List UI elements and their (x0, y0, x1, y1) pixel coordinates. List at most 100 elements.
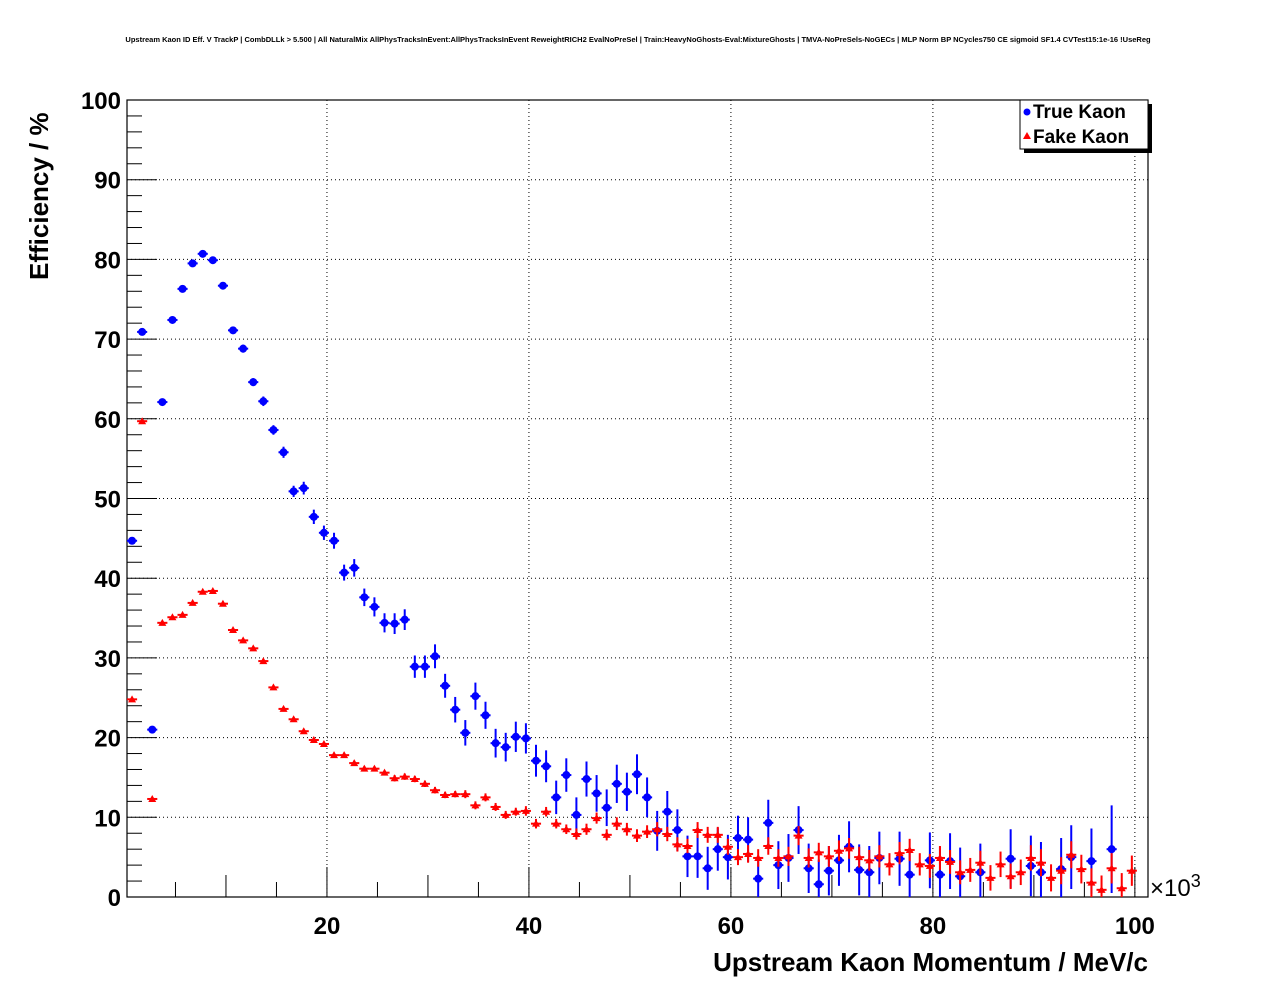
circle-marker (764, 818, 773, 827)
data-point (389, 613, 400, 634)
data-point (995, 851, 1006, 878)
data-point (510, 721, 521, 752)
triangle-marker (875, 852, 884, 860)
data-point (813, 859, 824, 897)
circle-marker (188, 259, 197, 268)
circle-marker (309, 512, 318, 521)
circle-marker (259, 397, 268, 406)
triangle-marker (966, 865, 975, 873)
data-point (864, 849, 875, 871)
x-tick-label: 60 (718, 913, 745, 940)
triangle-marker (249, 644, 258, 652)
triangle-marker (925, 861, 934, 869)
data-point (238, 636, 249, 644)
triangle-marker (693, 826, 702, 834)
triangle-marker (542, 807, 551, 815)
triangle-marker (592, 814, 601, 822)
triangle-marker (562, 825, 571, 833)
triangle-marker (1026, 853, 1035, 861)
data-point (409, 775, 420, 783)
triangle-marker (703, 830, 712, 838)
data-point (147, 794, 158, 802)
triangle-marker (400, 772, 409, 780)
data-point (369, 597, 380, 617)
triangle-marker (481, 793, 490, 801)
data-point (722, 834, 733, 880)
data-point (1116, 873, 1127, 897)
data-point (672, 837, 683, 852)
data-point (480, 701, 491, 729)
data-point (248, 378, 259, 387)
triangle-marker (511, 807, 520, 815)
triangle-marker (855, 853, 864, 861)
data-point (732, 849, 744, 866)
data-point (470, 801, 481, 810)
triangle-marker (350, 759, 359, 767)
triangle-marker (148, 794, 157, 802)
circle-marker (461, 728, 470, 737)
data-point (652, 822, 663, 837)
triangle-marker (754, 853, 763, 861)
data-point (642, 825, 653, 839)
data-point (914, 853, 925, 876)
triangle-marker (340, 751, 349, 759)
circle-marker (249, 378, 258, 387)
circle-marker (824, 866, 833, 875)
data-point (268, 683, 279, 691)
triangle-marker (532, 819, 541, 827)
data-point (369, 764, 380, 772)
circle-marker (683, 852, 692, 861)
legend-fake-kaon-marker (1023, 132, 1031, 139)
triangle-marker (915, 860, 924, 868)
triangle-marker (895, 849, 904, 857)
data-point (611, 817, 622, 831)
triangle-marker (168, 613, 177, 621)
data-point (349, 759, 360, 767)
data-point (399, 609, 410, 631)
data-point (1126, 855, 1137, 886)
data-point (1086, 868, 1097, 897)
triangle-marker (814, 848, 823, 856)
y-tick-label: 50 (94, 487, 121, 514)
y-axis-label: Efficiency / % (24, 112, 54, 280)
triangle-marker (178, 610, 187, 618)
triangle-marker (218, 599, 227, 607)
circle-marker (521, 734, 530, 743)
data-point (773, 849, 784, 867)
y-tick-label: 80 (94, 247, 121, 274)
circle-marker (239, 344, 248, 353)
data-point (308, 735, 319, 743)
circle-marker (744, 835, 753, 844)
circle-marker (713, 845, 722, 854)
x-axis-multiplier-exponent: 3 (1191, 871, 1201, 891)
data-point (520, 806, 531, 816)
data-point (1046, 864, 1057, 892)
triangle-marker (198, 587, 207, 595)
triangle-marker (784, 852, 793, 860)
data-point (763, 837, 774, 855)
triangle-marker (420, 779, 429, 787)
data-point (702, 846, 713, 890)
data-point (227, 626, 239, 634)
triangle-marker (986, 873, 995, 881)
data-point (207, 586, 218, 594)
circle-marker (330, 536, 339, 545)
data-point (823, 845, 834, 867)
data-point (197, 249, 208, 258)
circle-marker (148, 725, 157, 734)
data-point (1066, 841, 1077, 869)
triangle-marker (289, 715, 298, 723)
data-point (197, 587, 208, 595)
data-point (631, 754, 643, 795)
triangle-marker (653, 825, 662, 833)
data-point (207, 256, 218, 265)
triangle-marker (723, 842, 732, 850)
data-point (884, 853, 895, 876)
triangle-marker (1047, 873, 1056, 881)
y-tick-label: 10 (94, 805, 121, 832)
data-point (298, 481, 309, 495)
triangle-marker (572, 830, 581, 838)
data-point (530, 818, 542, 829)
y-tick-label: 40 (94, 566, 121, 593)
circle-marker (319, 528, 328, 537)
